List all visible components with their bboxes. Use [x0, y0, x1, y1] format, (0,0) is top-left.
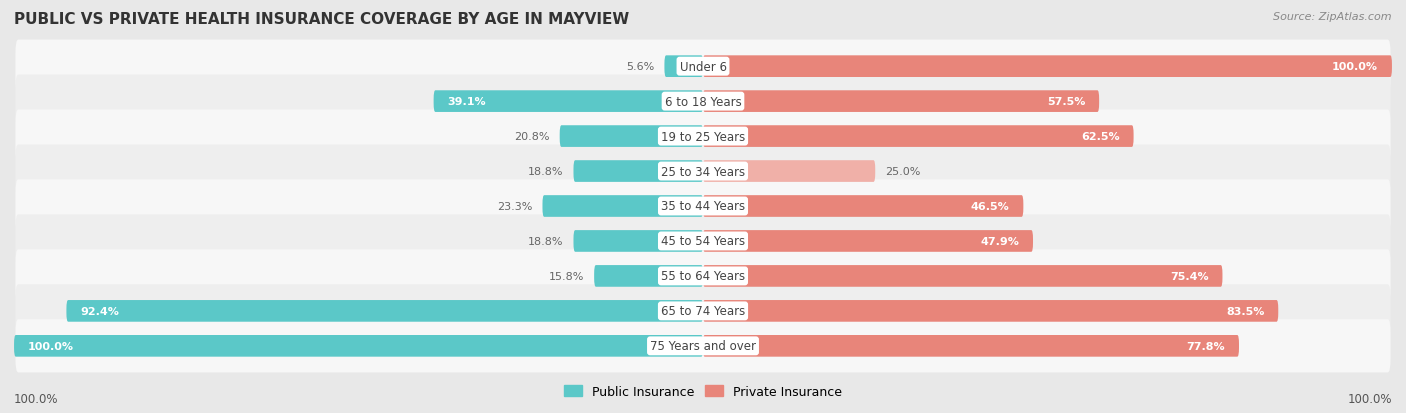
- Text: 100.0%: 100.0%: [1347, 392, 1392, 405]
- Text: Source: ZipAtlas.com: Source: ZipAtlas.com: [1274, 12, 1392, 22]
- FancyBboxPatch shape: [14, 335, 703, 357]
- FancyBboxPatch shape: [703, 300, 1278, 322]
- FancyBboxPatch shape: [574, 230, 703, 252]
- FancyBboxPatch shape: [543, 196, 703, 217]
- Text: 92.4%: 92.4%: [80, 306, 120, 316]
- Text: 100.0%: 100.0%: [1331, 62, 1378, 72]
- Text: 83.5%: 83.5%: [1226, 306, 1264, 316]
- FancyBboxPatch shape: [703, 161, 875, 183]
- Text: 65 to 74 Years: 65 to 74 Years: [661, 305, 745, 318]
- FancyBboxPatch shape: [15, 75, 1391, 128]
- FancyBboxPatch shape: [703, 266, 1222, 287]
- FancyBboxPatch shape: [15, 320, 1391, 373]
- Text: 57.5%: 57.5%: [1047, 97, 1085, 107]
- Text: 46.5%: 46.5%: [970, 202, 1010, 211]
- FancyBboxPatch shape: [703, 230, 1033, 252]
- Legend: Public Insurance, Private Insurance: Public Insurance, Private Insurance: [557, 379, 849, 404]
- Text: 77.8%: 77.8%: [1187, 341, 1225, 351]
- Text: 25.0%: 25.0%: [886, 166, 921, 177]
- FancyBboxPatch shape: [15, 250, 1391, 303]
- FancyBboxPatch shape: [560, 126, 703, 147]
- FancyBboxPatch shape: [595, 266, 703, 287]
- Text: 62.5%: 62.5%: [1081, 132, 1119, 142]
- Text: 75.4%: 75.4%: [1170, 271, 1209, 281]
- Text: PUBLIC VS PRIVATE HEALTH INSURANCE COVERAGE BY AGE IN MAYVIEW: PUBLIC VS PRIVATE HEALTH INSURANCE COVER…: [14, 12, 630, 27]
- Text: 100.0%: 100.0%: [14, 392, 59, 405]
- Text: 39.1%: 39.1%: [447, 97, 486, 107]
- Text: 45 to 54 Years: 45 to 54 Years: [661, 235, 745, 248]
- FancyBboxPatch shape: [703, 196, 1024, 217]
- FancyBboxPatch shape: [665, 56, 703, 78]
- Text: 100.0%: 100.0%: [28, 341, 75, 351]
- Text: 19 to 25 Years: 19 to 25 Years: [661, 130, 745, 143]
- Text: Under 6: Under 6: [679, 61, 727, 74]
- Text: 15.8%: 15.8%: [548, 271, 583, 281]
- FancyBboxPatch shape: [574, 161, 703, 183]
- Text: 18.8%: 18.8%: [527, 236, 564, 247]
- Text: 6 to 18 Years: 6 to 18 Years: [665, 95, 741, 108]
- FancyBboxPatch shape: [703, 335, 1239, 357]
- FancyBboxPatch shape: [15, 145, 1391, 198]
- FancyBboxPatch shape: [15, 110, 1391, 163]
- Text: 18.8%: 18.8%: [527, 166, 564, 177]
- FancyBboxPatch shape: [703, 91, 1099, 113]
- Text: 25 to 34 Years: 25 to 34 Years: [661, 165, 745, 178]
- FancyBboxPatch shape: [15, 180, 1391, 233]
- Text: 55 to 64 Years: 55 to 64 Years: [661, 270, 745, 283]
- Text: 20.8%: 20.8%: [513, 132, 550, 142]
- FancyBboxPatch shape: [703, 126, 1133, 147]
- Text: 5.6%: 5.6%: [626, 62, 654, 72]
- Text: 75 Years and over: 75 Years and over: [650, 339, 756, 352]
- FancyBboxPatch shape: [703, 56, 1392, 78]
- FancyBboxPatch shape: [15, 215, 1391, 268]
- FancyBboxPatch shape: [66, 300, 703, 322]
- FancyBboxPatch shape: [15, 40, 1391, 93]
- Text: 35 to 44 Years: 35 to 44 Years: [661, 200, 745, 213]
- FancyBboxPatch shape: [15, 285, 1391, 338]
- Text: 47.9%: 47.9%: [980, 236, 1019, 247]
- FancyBboxPatch shape: [433, 91, 703, 113]
- Text: 23.3%: 23.3%: [496, 202, 531, 211]
